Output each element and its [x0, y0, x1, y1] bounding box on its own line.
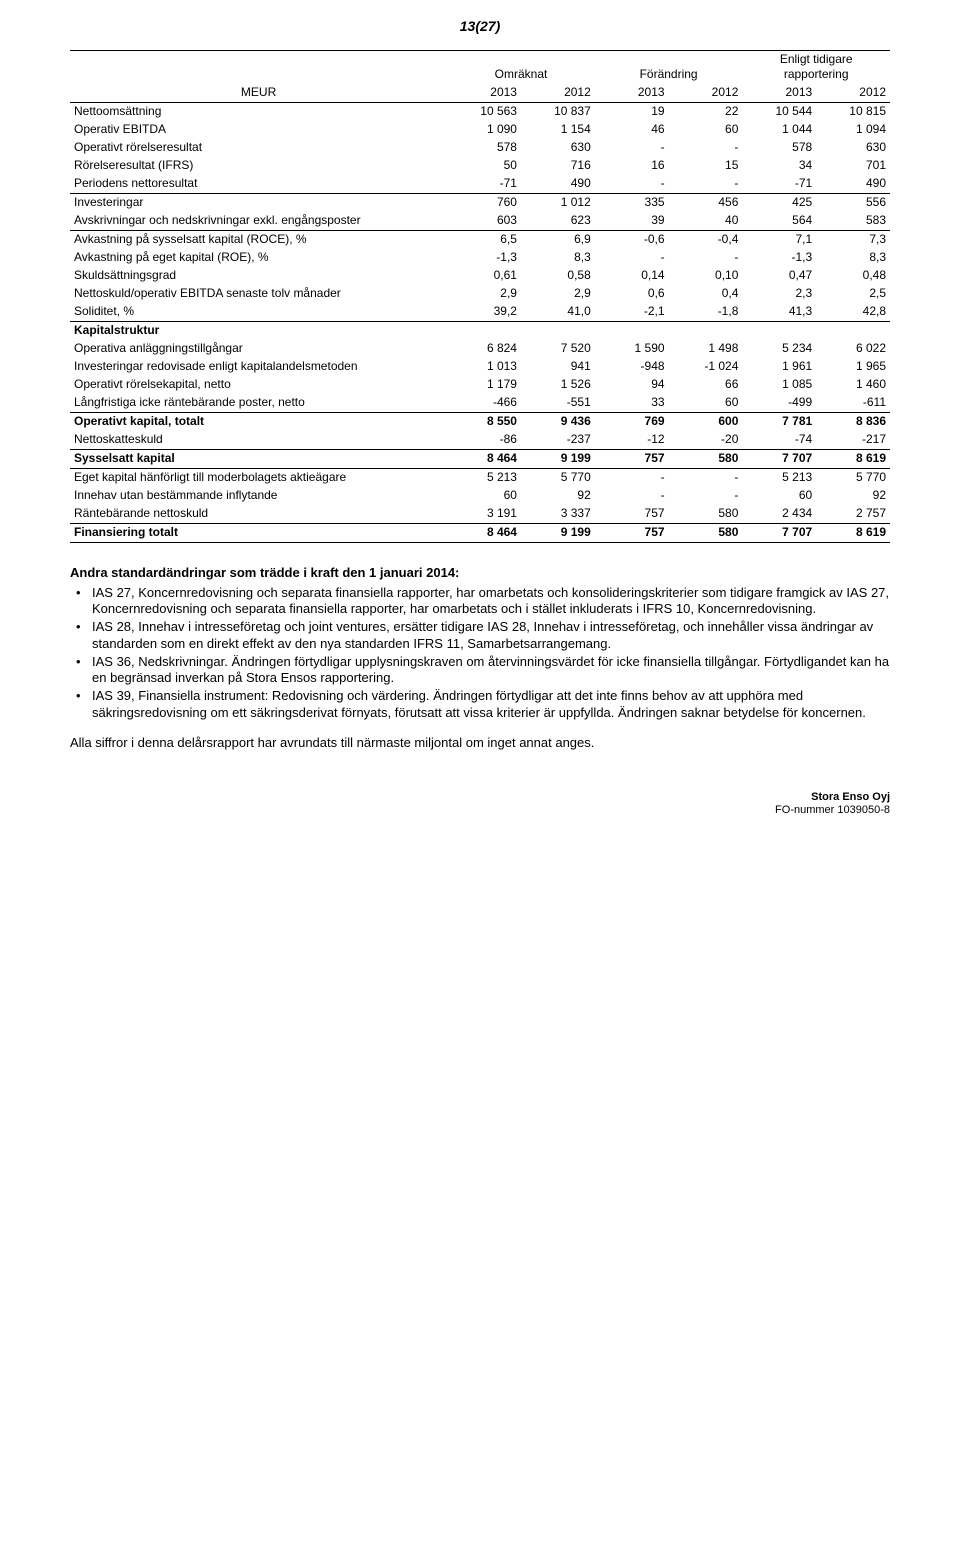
year-col: 2012 [521, 84, 595, 103]
body-text: Andra standardändringar som trädde i kra… [70, 565, 890, 752]
year-col: 2012 [816, 84, 890, 103]
table-row: Operativa anläggningstillgångar6 8247 52… [70, 340, 890, 358]
colgroup-tidigare: Enligt tidigare rapportering [742, 50, 890, 84]
table-row: Nettoskuld/operativ EBITDA senaste tolv … [70, 285, 890, 303]
footer-reg: FO-nummer 1039050-8 [70, 804, 890, 817]
table-row: Avkastning på eget kapital (ROE), %-1,38… [70, 249, 890, 267]
table-row: Finansiering totalt8 4649 1997575807 707… [70, 523, 890, 542]
meur-label: MEUR [70, 84, 447, 103]
table-row: Operativt rörelsekapital, netto1 1791 52… [70, 376, 890, 394]
table-row: Nettoomsättning10 56310 837192210 54410 … [70, 102, 890, 121]
table-row: Periodens nettoresultat-71490---71490 [70, 175, 890, 194]
page-number: 13(27) [70, 18, 890, 36]
table-row: Operativt rörelseresultat578630--578630 [70, 139, 890, 157]
year-col: 2013 [595, 84, 669, 103]
table-row: Innehav utan bestämmande inflytande6092-… [70, 487, 890, 505]
table-row: Rörelseresultat (IFRS)50716161534701 [70, 157, 890, 175]
table-row: Långfristiga icke räntebärande poster, n… [70, 394, 890, 413]
table-row: Eget kapital hänförligt till moderbolage… [70, 468, 890, 487]
table-row: Skuldsättningsgrad0,610,580,140,100,470,… [70, 267, 890, 285]
table-row: Soliditet, %39,241,0-2,1-1,841,342,8 [70, 303, 890, 322]
table-row: Nettoskatteskuld-86-237-12-20-74-217 [70, 431, 890, 450]
table-row: Operativt kapital, totalt8 5509 43676960… [70, 412, 890, 431]
list-item: IAS 28, Innehav i intresseföretag och jo… [70, 619, 890, 652]
year-col: 2012 [669, 84, 743, 103]
year-col: 2013 [742, 84, 816, 103]
year-col: 2013 [447, 84, 521, 103]
table-row: Investeringar7601 012335456425556 [70, 193, 890, 212]
colgroup-forandring: Förändring [595, 50, 743, 84]
body-heading: Andra standardändringar som trädde i kra… [70, 565, 890, 581]
list-item: IAS 36, Nedskrivningar. Ändringen förtyd… [70, 654, 890, 687]
colgroup-omraknat: Omräknat [447, 50, 595, 84]
table-row: Räntebärande nettoskuld3 1913 3377575802… [70, 505, 890, 524]
table-row: Sysselsatt kapital8 4649 1997575807 7078… [70, 449, 890, 468]
table-row: Avskrivningar och nedskrivningar exkl. e… [70, 212, 890, 231]
bullet-list: IAS 27, Koncernredovisning och separata … [70, 585, 890, 721]
section-heading-row: Kapitalstruktur [70, 321, 890, 340]
page-footer: Stora Enso Oyj FO-nummer 1039050-8 [70, 791, 890, 817]
table-row: Operativ EBITDA1 0901 15446601 0441 094 [70, 121, 890, 139]
list-item: IAS 39, Finansiella instrument: Redovisn… [70, 688, 890, 721]
table-row: Avkastning på sysselsatt kapital (ROCE),… [70, 230, 890, 249]
footer-company: Stora Enso Oyj [70, 791, 890, 804]
table-row: Investeringar redovisade enligt kapitala… [70, 358, 890, 376]
list-item: IAS 27, Koncernredovisning och separata … [70, 585, 890, 618]
closing-paragraph: Alla siffror i denna delårsrapport har a… [70, 735, 890, 751]
financial-table: Omräknat Förändring Enligt tidigare rapp… [70, 50, 890, 543]
